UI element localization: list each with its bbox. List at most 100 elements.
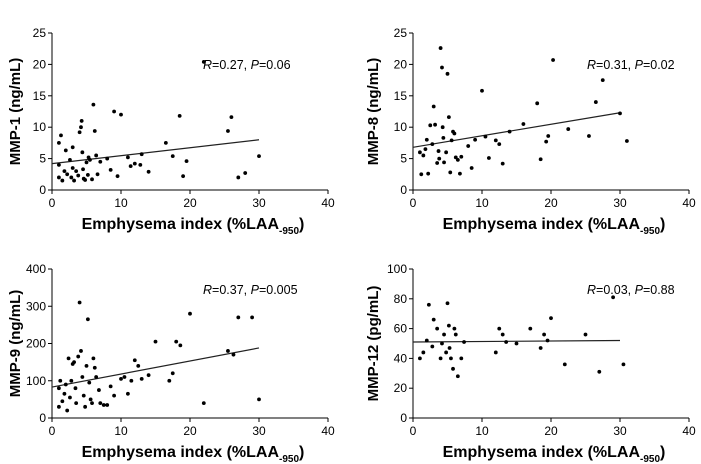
x-axis-label-subscript: -950 bbox=[279, 454, 299, 464]
x-tick-label: 10 bbox=[114, 196, 128, 210]
data-point bbox=[483, 134, 488, 139]
data-point bbox=[440, 125, 445, 130]
data-point bbox=[115, 174, 120, 179]
data-point bbox=[119, 112, 123, 117]
data-point bbox=[549, 316, 553, 321]
data-point bbox=[94, 153, 99, 158]
annotation-r-label: R bbox=[587, 58, 596, 72]
data-point bbox=[455, 374, 460, 379]
data-point bbox=[611, 295, 615, 300]
data-point bbox=[473, 137, 477, 142]
data-point bbox=[87, 380, 92, 385]
x-tick-label: 30 bbox=[613, 196, 627, 210]
x-axis-label-end: ) bbox=[660, 444, 665, 461]
data-point bbox=[84, 363, 89, 368]
data-point bbox=[445, 71, 450, 76]
data-point bbox=[438, 356, 443, 361]
data-point bbox=[469, 166, 474, 170]
data-point bbox=[431, 104, 436, 109]
data-point bbox=[177, 113, 182, 118]
y-tick-label: 15 bbox=[394, 89, 408, 103]
chart-4: 0 10 20 30 40 0 20 40 60 80 100 R=0.03, P=0.88 Emphy… bbox=[365, 262, 696, 464]
data-point bbox=[514, 341, 519, 346]
data-point bbox=[83, 404, 88, 409]
data-point bbox=[62, 169, 67, 174]
data-point bbox=[546, 134, 551, 138]
x-tick-label: 30 bbox=[613, 424, 627, 438]
data-point bbox=[435, 161, 440, 165]
data-point bbox=[419, 172, 424, 177]
data-point bbox=[545, 338, 550, 343]
x-tick-label: 20 bbox=[183, 424, 197, 438]
data-point bbox=[129, 378, 134, 383]
data-point bbox=[92, 365, 97, 370]
data-point bbox=[57, 141, 61, 145]
y-tick-label: 25 bbox=[33, 26, 47, 40]
data-point bbox=[70, 145, 75, 150]
y-axis-label: MMP-1 (ng/mL) bbox=[7, 58, 24, 165]
data-point bbox=[430, 344, 435, 349]
data-point bbox=[112, 393, 116, 398]
data-point bbox=[72, 178, 76, 183]
data-point bbox=[449, 138, 454, 143]
y-axis-label: MMP-8 (ng/mL) bbox=[365, 58, 382, 165]
data-point bbox=[85, 173, 90, 177]
data-point bbox=[452, 131, 457, 136]
data-point bbox=[201, 59, 206, 64]
data-point bbox=[108, 168, 113, 172]
annotation-r-label: R bbox=[203, 58, 212, 72]
x-tick-label: 0 bbox=[49, 196, 56, 210]
data-point bbox=[257, 154, 261, 158]
data-point bbox=[126, 155, 130, 160]
data-point bbox=[497, 142, 502, 147]
data-point bbox=[226, 129, 230, 133]
data-point bbox=[79, 125, 83, 130]
x-axis-label-subscript: -950 bbox=[640, 454, 660, 464]
data-point bbox=[504, 340, 509, 344]
data-point bbox=[493, 350, 498, 355]
y-tick-label: 0 bbox=[400, 411, 407, 425]
data-point bbox=[83, 178, 88, 182]
data-point bbox=[587, 134, 591, 138]
data-point bbox=[122, 375, 127, 379]
data-point bbox=[428, 123, 433, 128]
data-point bbox=[452, 326, 457, 331]
data-point bbox=[453, 155, 458, 160]
data-point bbox=[424, 137, 429, 142]
data-point bbox=[119, 376, 123, 381]
x-tick-label: 20 bbox=[544, 196, 558, 210]
data-point bbox=[68, 395, 72, 400]
y-tick-label: 15 bbox=[33, 89, 47, 103]
data-point bbox=[84, 160, 89, 165]
y-tick-label: 400 bbox=[26, 262, 46, 276]
data-point bbox=[448, 170, 453, 175]
data-point bbox=[139, 152, 144, 157]
x-axis-label-subscript: -950 bbox=[640, 226, 660, 237]
data-point bbox=[583, 332, 588, 337]
data-point bbox=[437, 156, 442, 161]
stats-annotation: R=0.37, P=0.005 bbox=[203, 283, 298, 297]
annotation-p-label: P bbox=[251, 58, 260, 72]
annotation-r-value: =0.27, bbox=[212, 58, 251, 72]
data-point bbox=[138, 162, 143, 167]
x-axis-label-main: Emphysema index (%LAA bbox=[443, 216, 641, 233]
data-point bbox=[538, 346, 543, 350]
data-point bbox=[95, 172, 100, 177]
data-point bbox=[132, 161, 137, 166]
regression-line bbox=[412, 339, 621, 343]
data-point bbox=[418, 150, 422, 155]
data-point bbox=[74, 401, 79, 405]
data-point bbox=[440, 65, 444, 70]
annotation-r-label: R bbox=[203, 283, 212, 297]
data-point bbox=[421, 153, 426, 158]
y-tick-label: 20 bbox=[394, 57, 408, 71]
y-tick-label: 0 bbox=[400, 183, 407, 197]
data-point bbox=[544, 139, 549, 144]
data-point bbox=[600, 78, 605, 82]
data-point bbox=[562, 362, 567, 367]
data-point bbox=[566, 127, 571, 131]
data-point bbox=[72, 360, 76, 365]
data-point bbox=[446, 115, 451, 120]
x-axis-label: Emphysema index (%LAA-950) bbox=[443, 216, 666, 237]
